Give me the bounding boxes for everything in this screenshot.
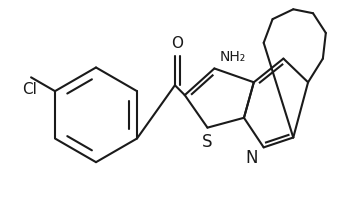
Text: N: N	[245, 149, 258, 167]
Text: S: S	[202, 133, 213, 151]
Text: NH₂: NH₂	[219, 50, 246, 63]
Text: O: O	[171, 36, 183, 51]
Text: Cl: Cl	[22, 82, 36, 97]
